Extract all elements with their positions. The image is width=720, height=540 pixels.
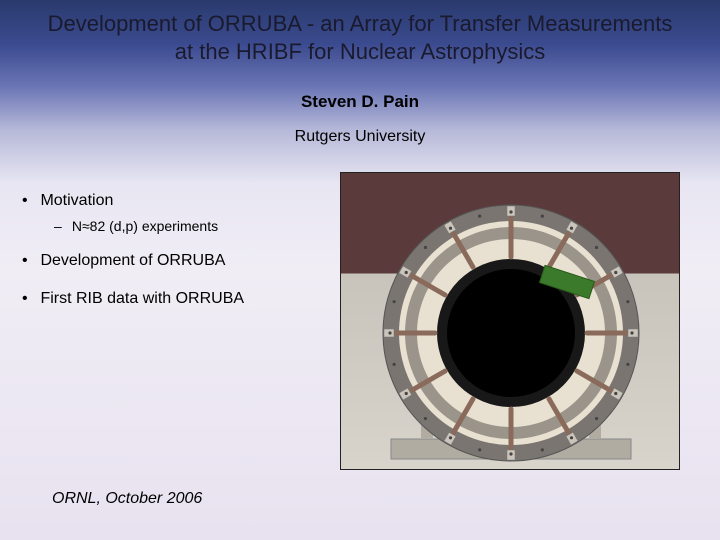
bullet-dot-icon: • (22, 192, 36, 210)
bullet-text: Development of ORRUBA (40, 252, 225, 269)
affiliation: Rutgers University (0, 128, 720, 146)
bullet-item: • First RIB data with ORRUBA (22, 290, 342, 308)
title-line-2: at the HRIBF for Nuclear Astrophysics (175, 39, 545, 64)
footer-text: ORNL, October 2006 (52, 490, 202, 508)
title-line-1: Development of ORRUBA - an Array for Tra… (48, 11, 673, 36)
bullet-list: • Motivation – N≈82 (d,p) experiments • … (22, 192, 342, 316)
dash-icon: – (54, 218, 68, 234)
bullet-text: Motivation (40, 192, 113, 209)
slide-title: Development of ORRUBA - an Array for Tra… (0, 10, 720, 65)
sub-bullet-text: N≈82 (d,p) experiments (72, 218, 218, 234)
bullet-dot-icon: • (22, 290, 36, 308)
bullet-text: First RIB data with ORRUBA (40, 290, 244, 307)
detector-schematic-icon (341, 173, 680, 470)
detector-photo (340, 172, 680, 470)
bullet-dot-icon: • (22, 252, 36, 270)
bullet-item: • Development of ORRUBA (22, 252, 342, 270)
bullet-item: • Motivation (22, 192, 342, 210)
author-name: Steven D. Pain (0, 92, 720, 112)
sub-bullet-item: – N≈82 (d,p) experiments (54, 218, 342, 234)
